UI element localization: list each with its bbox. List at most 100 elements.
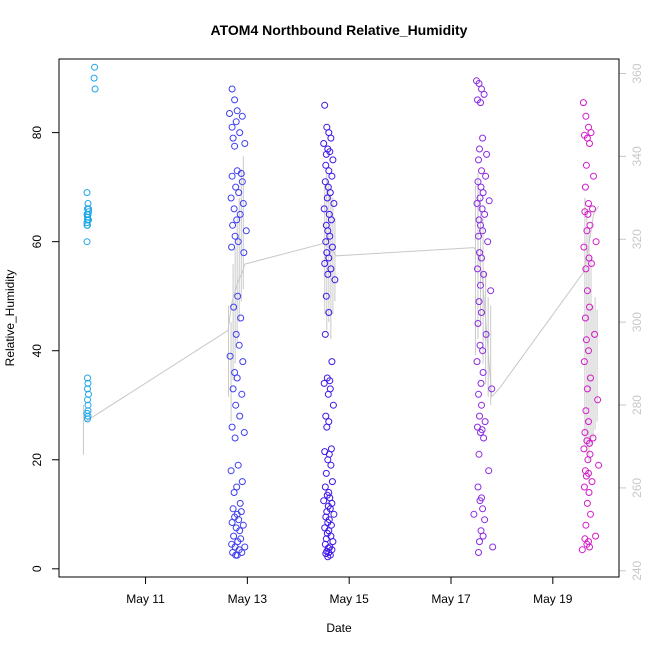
data-point bbox=[478, 205, 486, 213]
data-point bbox=[481, 516, 489, 524]
data-point bbox=[229, 221, 237, 229]
data-point bbox=[233, 374, 241, 382]
data-point bbox=[328, 243, 336, 251]
data-point bbox=[91, 63, 99, 71]
y2-tick-label: 300 bbox=[630, 312, 644, 332]
data-point bbox=[234, 238, 242, 246]
data-point bbox=[83, 221, 91, 229]
data-point bbox=[326, 377, 334, 385]
data-point bbox=[242, 227, 250, 235]
data-point bbox=[586, 140, 593, 147]
data-point bbox=[320, 205, 328, 213]
data-point bbox=[230, 489, 238, 496]
data-point bbox=[322, 469, 330, 477]
data-point bbox=[327, 461, 335, 469]
y-tick-label: 60 bbox=[30, 235, 44, 249]
data-point bbox=[240, 249, 248, 257]
data-point bbox=[229, 505, 237, 513]
data-point bbox=[328, 358, 336, 366]
data-point bbox=[587, 374, 594, 382]
data-point bbox=[322, 292, 330, 300]
data-point bbox=[83, 189, 91, 197]
data-point bbox=[485, 197, 493, 205]
data-point bbox=[231, 434, 239, 442]
data-point bbox=[321, 101, 329, 109]
data-point bbox=[320, 497, 328, 505]
data-point bbox=[476, 145, 483, 153]
data-point bbox=[475, 390, 482, 398]
data-point bbox=[238, 178, 246, 186]
data-point bbox=[584, 210, 592, 218]
data-point bbox=[324, 390, 332, 398]
data-point bbox=[228, 423, 236, 431]
data-point bbox=[580, 445, 588, 453]
data-point bbox=[323, 423, 331, 431]
x-tick-label: May 13 bbox=[228, 592, 268, 606]
data-point bbox=[228, 243, 236, 251]
data-point bbox=[236, 499, 244, 507]
data-point bbox=[326, 189, 334, 197]
data-point bbox=[588, 478, 596, 486]
data-point bbox=[587, 510, 594, 518]
data-point bbox=[474, 178, 482, 186]
data-point bbox=[487, 287, 495, 295]
y-tick-label: 40 bbox=[30, 344, 44, 358]
data-point bbox=[232, 183, 240, 191]
data-point bbox=[586, 439, 593, 447]
data-point bbox=[480, 434, 488, 442]
secondary-line bbox=[82, 205, 600, 423]
data-point bbox=[235, 516, 243, 524]
data-point bbox=[580, 243, 588, 251]
data-point bbox=[229, 385, 237, 393]
secondary-series-layer bbox=[82, 156, 600, 464]
data-point bbox=[484, 238, 492, 246]
data-point bbox=[479, 505, 487, 513]
data-point bbox=[485, 467, 493, 475]
data-point bbox=[231, 232, 239, 240]
data-point bbox=[583, 227, 591, 235]
data-point bbox=[584, 456, 592, 464]
data-point bbox=[478, 254, 485, 262]
data-point bbox=[583, 287, 591, 295]
data-point bbox=[230, 303, 238, 311]
data-point bbox=[328, 478, 336, 486]
data-point bbox=[480, 90, 488, 98]
data-point bbox=[231, 369, 239, 376]
data-point bbox=[328, 172, 336, 180]
data-point bbox=[476, 341, 484, 349]
data-point bbox=[585, 347, 592, 355]
data-point bbox=[479, 134, 487, 142]
data-point bbox=[84, 415, 91, 423]
data-point bbox=[232, 118, 240, 126]
data-point bbox=[586, 303, 593, 311]
series-group bbox=[470, 77, 497, 556]
y2-tick-label: 280 bbox=[630, 395, 644, 415]
data-point bbox=[84, 200, 92, 207]
data-point bbox=[236, 412, 244, 420]
data-point bbox=[226, 352, 234, 360]
data-point bbox=[475, 450, 483, 458]
data-point bbox=[84, 374, 91, 382]
series-group bbox=[578, 99, 603, 554]
data-point bbox=[324, 270, 332, 278]
data-point bbox=[84, 396, 91, 404]
data-point bbox=[235, 189, 243, 197]
data-point bbox=[475, 549, 482, 556]
data-point bbox=[232, 551, 240, 559]
data-point bbox=[589, 205, 596, 213]
data-point bbox=[477, 99, 484, 107]
data-point bbox=[320, 379, 328, 387]
data-points-layer bbox=[83, 63, 603, 561]
data-point bbox=[588, 260, 595, 267]
data-point bbox=[586, 543, 593, 551]
data-point bbox=[479, 227, 487, 235]
data-point bbox=[83, 238, 91, 246]
data-point bbox=[84, 412, 92, 420]
data-point bbox=[239, 358, 247, 366]
data-point bbox=[331, 276, 339, 284]
data-point bbox=[582, 112, 590, 120]
data-point bbox=[479, 189, 487, 197]
y-tick-label: 0 bbox=[30, 565, 44, 572]
data-point bbox=[323, 194, 331, 202]
